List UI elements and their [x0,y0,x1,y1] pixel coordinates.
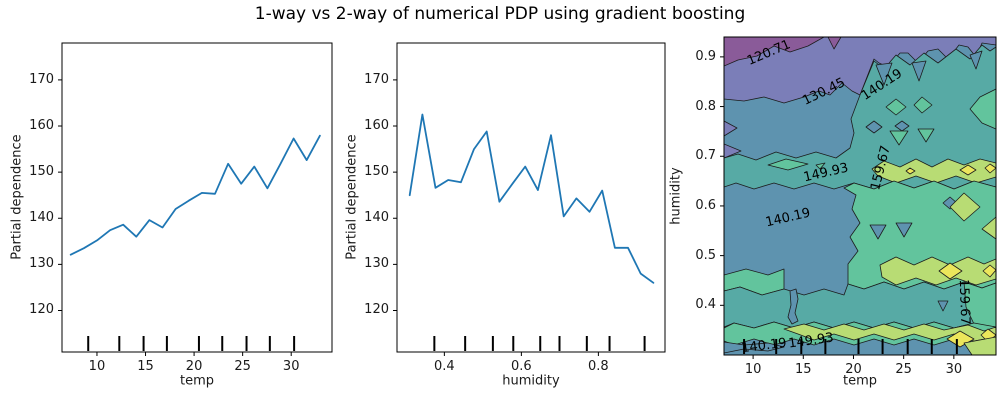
contour-band [724,44,996,190]
y-tick-label-pdp-humidity: 140 [364,210,389,226]
axes-border-pdp-2way [723,36,997,356]
contour-band [724,37,825,67]
y-tick-label-pdp-temp: 120 [29,302,54,318]
y-tick-label-pdp-2way: 0.7 [695,148,716,164]
x-tick-label-pdp-humidity: 0.6 [511,359,532,374]
y-tick-label-pdp-humidity: 150 [364,164,389,180]
contour-band [879,256,996,286]
x-tick-label-pdp-2way: 25 [895,362,912,377]
contour-band [911,60,927,82]
y-tick-label-pdp-humidity: 130 [364,256,389,272]
contour-band [865,120,883,134]
contour-band [827,37,842,50]
contour-band [905,167,916,175]
axes-border-pdp-humidity [396,42,666,353]
contour-band [767,158,809,171]
x-tick-label-pdp-temp: 20 [185,359,203,374]
contour-band [869,224,887,240]
contour-band [895,222,913,238]
x-tick-label-pdp-temp: 25 [234,359,251,374]
contour-band [937,300,949,312]
y-tick-label-pdp-temp: 140 [29,210,54,226]
contour-band [885,98,907,116]
contour-band [871,158,996,184]
x-tick-label-pdp-2way: 10 [744,362,762,377]
y-tick-label-pdp-humidity: 120 [364,302,389,318]
x-tick-label-pdp-2way: 20 [845,362,862,377]
pdp-line-pdp-temp [69,134,321,256]
contour-plot: 120.71 130.45 140.19 149.93 159.67 140.1… [724,37,996,355]
x-tick-label-pdp-temp: 10 [88,359,106,374]
y-tick-label-pdp-temp: 170 [29,71,54,87]
axes-layer [58,36,997,359]
contour-band [969,50,983,70]
contour-band [889,130,909,146]
y-tick-label-pdp-2way: 0.8 [695,98,716,114]
contour-band [963,336,996,355]
contour-band [917,128,935,143]
contour-band [913,96,933,114]
y-tick-label-pdp-temp: 130 [29,256,54,272]
contour-band [938,262,963,280]
x-tick-label-pdp-2way: 30 [945,362,963,377]
y-axis-label-plot1: Partial dependence [9,134,25,260]
y-tick-label-pdp-humidity: 170 [364,71,389,87]
y-tick-label-pdp-2way: 0.4 [695,297,716,313]
axes-border-pdp-temp [61,42,333,353]
contour-band [724,120,738,137]
contour-band [959,164,977,176]
contour-band [946,330,975,348]
x-tick-label-pdp-humidity: 0.8 [588,359,609,374]
y-tick-label-pdp-2way: 0.6 [695,197,716,213]
contour-band [963,281,996,328]
y-tick-label-pdp-temp: 160 [29,118,54,133]
y-tick-label-pdp-2way: 0.9 [695,48,716,64]
y-tick-label-pdp-2way: 0.5 [695,247,716,263]
x-axis-label-contour: temp [842,373,878,389]
y-axis-label-plot2: Partial dependence [344,134,360,260]
contour-band [949,192,981,222]
y-axis-label-contour: humidity [668,167,684,225]
x-axis-label-plot2: humidity [502,373,560,389]
contour-band [787,288,799,325]
contour-band [724,143,742,159]
x-axis-label-plot1: temp [179,373,215,389]
contour-band [783,323,996,342]
figure-title: 1-way vs 2-way of numerical PDP using gr… [254,4,746,24]
contour-label: 159.67 [956,279,973,325]
y-tick-label-pdp-temp: 150 [29,164,54,180]
x-tick-label-pdp-humidity: 0.4 [434,359,455,374]
y-tick-label-pdp-humidity: 160 [364,118,389,133]
contour-band [875,62,893,86]
contour-band [982,264,996,278]
contour-label: 149.93 [787,330,834,351]
contour-band [969,88,996,130]
x-tick-label-pdp-2way: 15 [795,362,812,377]
pdp-line-pdp-humidity [408,113,655,284]
contour-band [984,163,996,174]
contour-band [815,162,826,170]
x-tick-label-pdp-temp: 30 [282,359,300,374]
contour-band [981,216,996,240]
x-tick-label-pdp-temp: 15 [137,359,154,374]
